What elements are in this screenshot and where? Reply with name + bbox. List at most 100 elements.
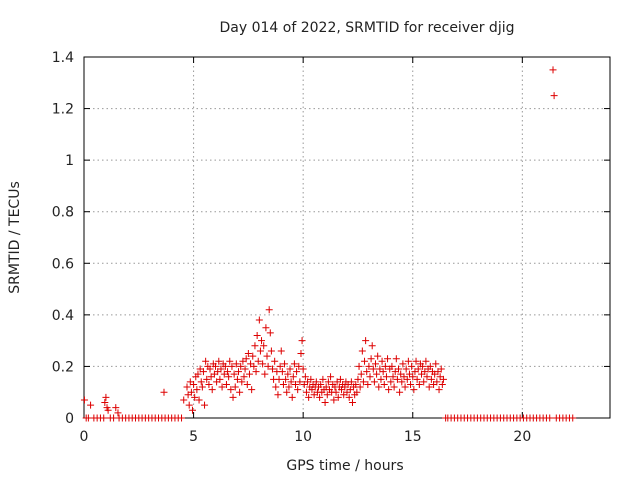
data-point: [237, 362, 245, 370]
data-point: [253, 331, 261, 339]
data-point: [197, 378, 205, 386]
data-point: [371, 360, 379, 368]
data-point: [395, 365, 403, 373]
data-point: [366, 373, 374, 381]
y-tick-label: 1.2: [52, 102, 74, 118]
data-point: [272, 383, 280, 391]
data-point: [379, 368, 387, 376]
data-point: [193, 386, 201, 394]
data-point: [232, 360, 240, 368]
data-point: [218, 383, 226, 391]
data-point: [367, 355, 375, 363]
data-point: [569, 414, 577, 422]
data-point: [233, 375, 241, 383]
data-point: [423, 373, 431, 381]
data-point: [215, 357, 223, 365]
data-point: [439, 375, 447, 383]
data-point: [361, 357, 369, 365]
data-point: [221, 362, 229, 370]
data-point: [387, 378, 395, 386]
data-point: [382, 373, 390, 381]
data-point: [263, 352, 271, 360]
data-point: [250, 362, 258, 370]
data-point: [248, 386, 256, 394]
chart-title: Day 014 of 2022, SRMTID for receiver dji…: [220, 20, 515, 36]
x-tick-label: 10: [294, 429, 312, 445]
data-point: [183, 383, 191, 391]
data-point: [227, 386, 235, 394]
data-point: [298, 337, 306, 345]
data-point: [297, 350, 305, 358]
data-point: [278, 368, 286, 376]
data-point: [289, 373, 297, 381]
data-point: [225, 373, 233, 381]
data-point: [427, 375, 435, 383]
data-point: [235, 368, 243, 376]
data-point: [290, 360, 298, 368]
data-point: [274, 391, 282, 399]
data-point: [251, 342, 259, 350]
data-point: [299, 365, 307, 373]
data-point: [352, 380, 360, 388]
data-point: [356, 383, 364, 391]
data-point: [255, 316, 263, 324]
y-tick-label: 1.4: [52, 50, 74, 66]
data-point: [353, 388, 361, 396]
data-point: [410, 386, 418, 394]
data-point: [364, 380, 372, 388]
data-point: [324, 378, 332, 386]
data-point: [334, 393, 342, 401]
data-point: [256, 347, 264, 355]
data-point: [249, 352, 257, 360]
data-point: [319, 375, 327, 383]
data-point: [281, 360, 289, 368]
data-point: [362, 337, 370, 345]
data-point: [261, 370, 269, 378]
data-point: [201, 401, 209, 409]
data-point: [258, 337, 266, 345]
data-point: [264, 362, 272, 370]
data-point: [301, 373, 309, 381]
data-point: [549, 66, 557, 74]
data-point: [195, 396, 203, 404]
data-point: [205, 380, 213, 388]
data-point: [114, 409, 122, 417]
ticks-layer: 0 0.2 0.4 0.6 0.8 1 1.2 1.4 0 5 10 15 20: [52, 50, 610, 445]
data-point: [277, 347, 285, 355]
data-point: [354, 375, 362, 383]
y-tick-label: 0: [65, 411, 74, 427]
data-point: [295, 362, 303, 370]
data-point: [403, 375, 411, 383]
data-point: [414, 365, 422, 373]
y-tick-label: 0.6: [52, 256, 74, 272]
data-point: [330, 396, 338, 404]
data-point: [420, 378, 428, 386]
data-point: [188, 406, 196, 414]
grid-layer: [84, 57, 610, 418]
data-point: [101, 399, 109, 407]
data-point: [287, 378, 295, 386]
data-point: [409, 373, 417, 381]
data-point: [373, 370, 381, 378]
data-point: [222, 380, 230, 388]
data-point: [359, 378, 367, 386]
data-point: [242, 355, 250, 363]
data-point: [226, 357, 234, 365]
plot-frame: [83, 56, 611, 419]
data-point: [398, 378, 406, 386]
data-point: [276, 362, 284, 370]
data-point: [216, 375, 224, 383]
data-point: [370, 378, 378, 386]
data-point: [254, 357, 262, 365]
data-point: [419, 362, 427, 370]
data-point: [208, 386, 216, 394]
data-point: [267, 347, 275, 355]
data-point: [294, 386, 302, 394]
data-point: [336, 375, 344, 383]
data-point: [240, 373, 248, 381]
data-point: [199, 368, 207, 376]
data-point: [435, 386, 443, 394]
y-tick-label: 0.2: [52, 359, 74, 375]
data-point: [228, 362, 236, 370]
